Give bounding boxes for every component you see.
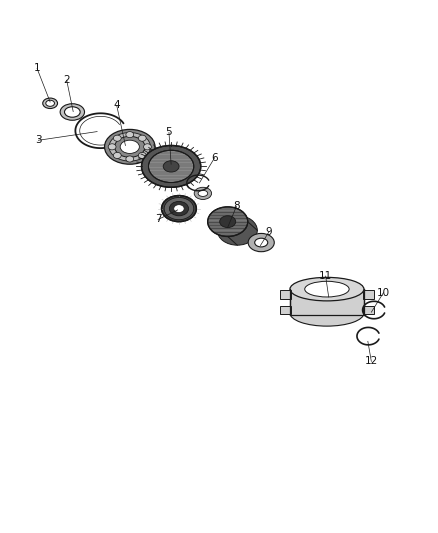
Ellipse shape — [305, 281, 349, 297]
FancyBboxPatch shape — [280, 305, 291, 314]
Ellipse shape — [138, 152, 146, 158]
Ellipse shape — [108, 144, 116, 150]
Ellipse shape — [115, 136, 145, 157]
FancyBboxPatch shape — [280, 290, 291, 298]
Text: 4: 4 — [113, 100, 120, 110]
Text: 8: 8 — [233, 201, 240, 212]
Ellipse shape — [148, 150, 194, 182]
Ellipse shape — [113, 135, 121, 141]
Ellipse shape — [109, 133, 151, 161]
Text: 10: 10 — [377, 288, 390, 297]
Ellipse shape — [144, 144, 152, 150]
Text: 2: 2 — [64, 75, 70, 85]
Ellipse shape — [194, 187, 212, 199]
Ellipse shape — [290, 300, 364, 326]
Text: 12: 12 — [365, 357, 378, 366]
Ellipse shape — [290, 277, 364, 301]
Ellipse shape — [43, 98, 57, 109]
FancyBboxPatch shape — [363, 305, 374, 314]
Text: 1: 1 — [34, 63, 40, 74]
Ellipse shape — [217, 215, 257, 245]
Ellipse shape — [64, 107, 80, 117]
Ellipse shape — [220, 216, 236, 228]
Ellipse shape — [198, 190, 208, 197]
Ellipse shape — [208, 207, 248, 237]
Ellipse shape — [60, 104, 85, 120]
Ellipse shape — [163, 161, 179, 172]
Ellipse shape — [113, 152, 121, 158]
Ellipse shape — [254, 238, 268, 247]
Ellipse shape — [126, 132, 134, 138]
Ellipse shape — [162, 196, 196, 222]
Ellipse shape — [138, 135, 146, 141]
Text: 7: 7 — [155, 214, 161, 224]
Text: 9: 9 — [266, 227, 272, 237]
Text: 5: 5 — [166, 127, 172, 138]
Ellipse shape — [164, 198, 194, 220]
Ellipse shape — [120, 140, 139, 154]
Ellipse shape — [174, 205, 184, 213]
Ellipse shape — [126, 156, 134, 162]
Ellipse shape — [248, 233, 274, 252]
Ellipse shape — [105, 130, 155, 164]
Ellipse shape — [141, 146, 201, 187]
Text: 6: 6 — [212, 152, 218, 163]
Text: 3: 3 — [35, 135, 42, 146]
Ellipse shape — [46, 100, 54, 107]
Text: 11: 11 — [319, 271, 332, 281]
FancyBboxPatch shape — [363, 290, 374, 298]
FancyBboxPatch shape — [290, 289, 364, 315]
Ellipse shape — [170, 201, 188, 216]
